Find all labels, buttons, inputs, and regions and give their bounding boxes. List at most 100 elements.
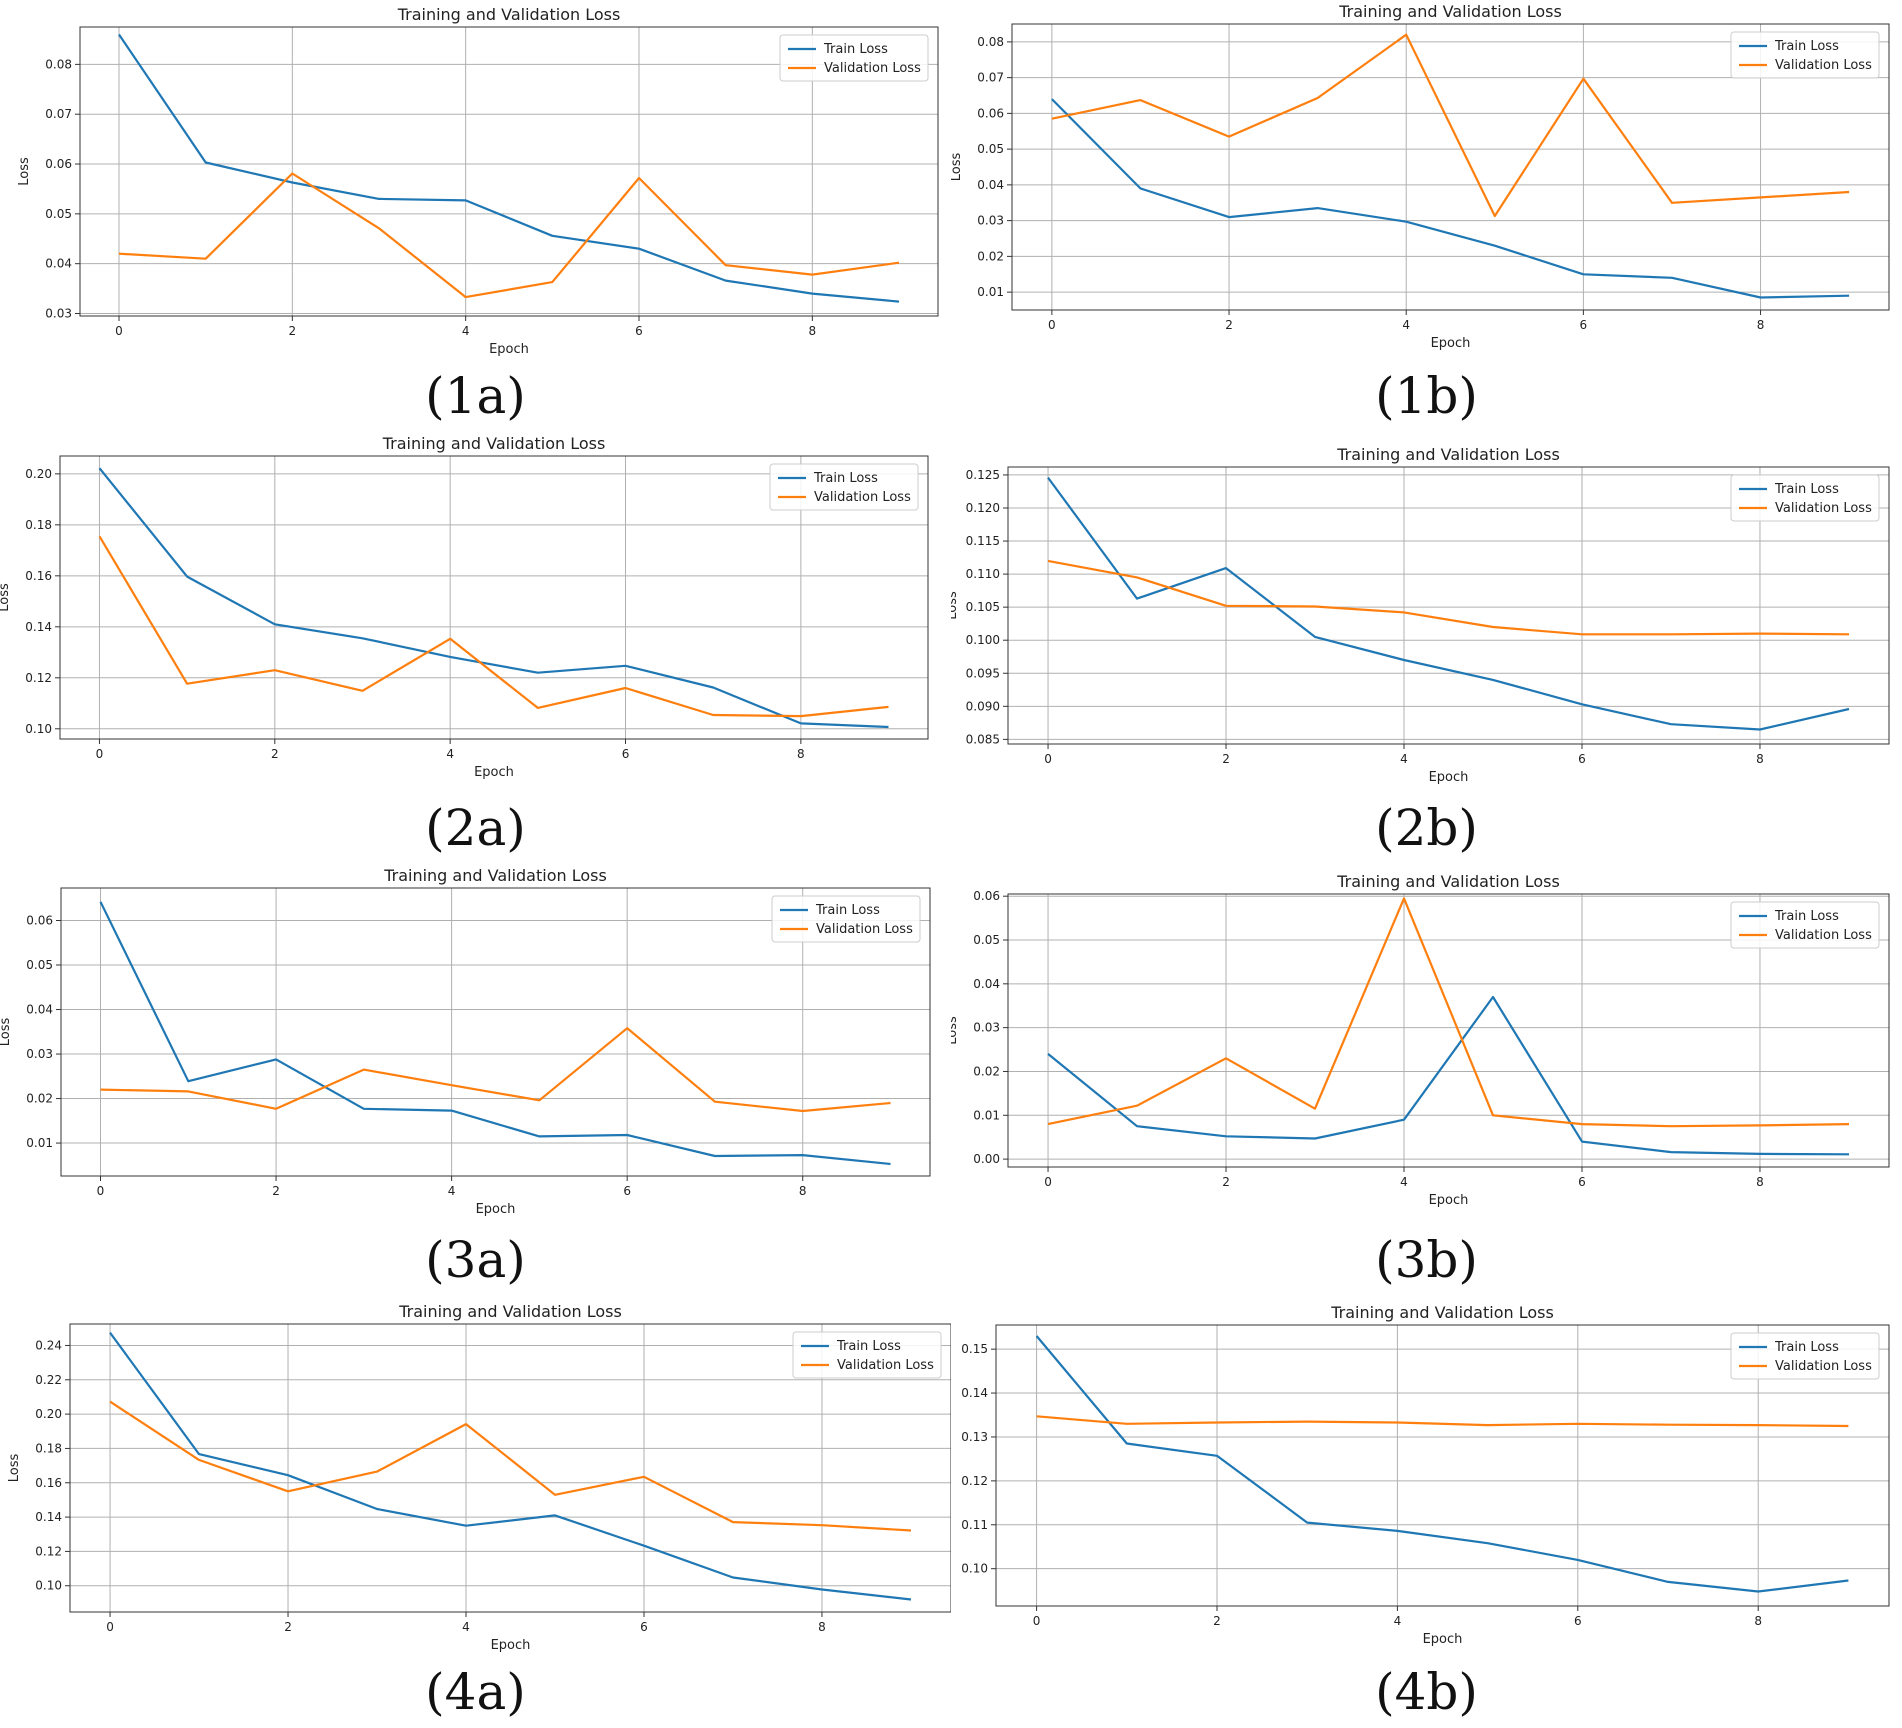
legend-train-label: Train Loss — [836, 1339, 901, 1354]
y-tick-label: 0.14 — [25, 620, 52, 634]
validation-loss-line — [1047, 559, 1850, 636]
legend: Train Loss Validation Loss — [1730, 901, 1880, 949]
plot-frame — [1007, 893, 1890, 1168]
plot-frame — [1007, 466, 1890, 745]
y-tick-label: 0.04 — [45, 257, 72, 271]
chart-panel-2a: 0 2 4 6 8 0.10 0.12 0.14 0.16 0.18 0.20 Training an… — [0, 432, 951, 864]
y-tick-label: 0.08 — [977, 35, 1004, 49]
y-tick-label: 0.10 — [25, 722, 52, 736]
y-tick-label: 0.03 — [973, 1021, 1000, 1035]
y-tick-label: 0.01 — [977, 285, 1004, 299]
x-axis-label: Epoch — [1429, 1193, 1469, 1208]
y-tick-label: 0.07 — [45, 107, 72, 121]
train-loss-line — [118, 33, 900, 303]
y-tick-label: 0.120 — [966, 501, 1000, 515]
y-tick-label: 0.125 — [966, 468, 1000, 482]
x-tick-label: 0 — [1033, 1614, 1041, 1628]
legend-validation-label: Validation Loss — [814, 490, 911, 505]
y-axis-label: Loss — [951, 1016, 960, 1045]
chart-panel-2b: 0 2 4 6 8 0.085 0.090 0.095 0.100 0.105 0.110 0.115… — [951, 432, 1902, 864]
legend: Train Loss Validation Loss — [779, 34, 929, 82]
train-loss-line — [99, 901, 891, 1166]
panel-caption: (3a) — [425, 1231, 526, 1289]
legend-box — [779, 34, 929, 82]
panel-caption: (3b) — [1375, 1231, 1478, 1289]
x-axis-label: Epoch — [489, 342, 529, 357]
y-tick-label: 0.03 — [45, 307, 72, 321]
validation-loss-line — [1051, 33, 1850, 218]
grid-lines — [60, 456, 928, 739]
y-tick-label: 0.04 — [26, 1003, 53, 1017]
chart-3b: 0 2 4 6 8 0.00 0.01 0.02 0.03 0.04 0.05 0.06 Trainin… — [951, 872, 1890, 1208]
x-axis-label: Epoch — [1429, 770, 1469, 785]
x-tick-label: 2 — [272, 1184, 280, 1198]
validation-loss-line — [109, 1400, 912, 1532]
chart-title: Training and Validation Loss — [1338, 2, 1562, 21]
y-tick-label: 0.18 — [25, 518, 52, 532]
y-tick-label: 0.04 — [977, 178, 1004, 192]
chart-panel-4b: 0 2 4 6 8 0.10 0.11 0.12 0.13 0.14 0.15 Training an… — [951, 1296, 1902, 1728]
legend: Train Loss Validation Loss — [792, 1331, 942, 1379]
y-tick-label: 0.04 — [973, 977, 1000, 991]
y-tick-label: 0.05 — [45, 207, 72, 221]
validation-loss-line — [118, 172, 900, 299]
plot-frame — [79, 26, 939, 317]
x-axis-label: Epoch — [1431, 336, 1471, 351]
y-tick-label: 0.05 — [26, 958, 53, 972]
y-tick-label: 0.05 — [973, 933, 1000, 947]
legend: Train Loss Validation Loss — [769, 463, 919, 511]
chart-panel-3a: 0 2 4 6 8 0.01 0.02 0.03 0.04 0.05 0.06 Training an… — [0, 864, 951, 1296]
plot-frame — [995, 1324, 1890, 1607]
chart-panel-4a: 0 2 4 6 8 0.10 0.12 0.14 0.16 0.18 0.20 0.22 0.24 Tra… — [0, 1296, 951, 1728]
x-tick-label: 4 — [446, 747, 454, 761]
y-tick-label: 0.01 — [973, 1108, 1000, 1122]
y-tick-label: 0.02 — [973, 1064, 1000, 1078]
y-tick-label: 0.12 — [35, 1544, 62, 1558]
train-loss-line — [1047, 476, 1850, 731]
chart-panel-1a: 0 2 4 6 8 0.03 0.04 0.05 0.06 0.07 0.08 Training an… — [0, 0, 951, 432]
y-tick-label: 0.15 — [961, 1342, 988, 1356]
legend: Train Loss Validation Loss — [1730, 474, 1880, 522]
y-tick-label: 0.100 — [966, 633, 1000, 647]
validation-loss-line — [1047, 897, 1850, 1128]
y-tick-label: 0.01 — [26, 1136, 53, 1150]
x-tick-label: 0 — [1048, 318, 1056, 332]
plot-frame — [69, 1323, 951, 1613]
chart-4a: 0 2 4 6 8 0.10 0.12 0.14 0.16 0.18 0.20 0.22 0.24 Tra… — [7, 1302, 951, 1653]
y-tick-label: 0.10 — [35, 1579, 62, 1593]
x-tick-label: 6 — [635, 324, 643, 338]
x-tick-label: 8 — [809, 324, 817, 338]
y-tick-label: 0.14 — [35, 1510, 62, 1524]
x-tick-label: 6 — [623, 1184, 631, 1198]
x-tick-label: 8 — [799, 1184, 807, 1198]
chart-title: Training and Validation Loss — [397, 5, 621, 24]
y-tick-label: 0.06 — [26, 913, 53, 927]
x-axis-label: Epoch — [474, 765, 514, 780]
x-tick-label: 4 — [462, 1620, 470, 1634]
x-tick-label: 2 — [289, 324, 297, 338]
panel-caption: (4a) — [425, 1663, 526, 1721]
x-tick-label: 8 — [1757, 318, 1765, 332]
y-tick-label: 0.090 — [966, 699, 1000, 713]
x-tick-label: 6 — [1574, 1614, 1582, 1628]
x-tick-label: 2 — [1213, 1614, 1221, 1628]
x-tick-label: 0 — [106, 1620, 114, 1634]
x-tick-label: 4 — [1400, 1175, 1408, 1189]
y-tick-label: 0.18 — [35, 1441, 62, 1455]
y-tick-label: 0.00 — [973, 1152, 1000, 1166]
legend-box — [1730, 31, 1880, 79]
x-tick-label: 0 — [1044, 1175, 1052, 1189]
chart-panel-3b: 0 2 4 6 8 0.00 0.01 0.02 0.03 0.04 0.05 0.06 Trainin… — [951, 864, 1902, 1296]
legend-train-label: Train Loss — [823, 42, 888, 57]
chart-title: Training and Validation Loss — [1336, 872, 1560, 891]
y-tick-label: 0.16 — [25, 569, 52, 583]
legend-validation-label: Validation Loss — [1775, 58, 1872, 73]
chart-title: Training and Validation Loss — [1330, 1303, 1554, 1322]
y-tick-label: 0.20 — [35, 1407, 62, 1421]
chart-1b: 0 2 4 6 8 0.01 0.02 0.03 0.04 0.05 0.06 0.07 0.08 Tra… — [951, 2, 1890, 351]
legend-train-label: Train Loss — [815, 903, 880, 918]
legend-validation-label: Validation Loss — [1775, 501, 1872, 516]
plot-frame — [59, 455, 929, 740]
chart-title: Training and Validation Loss — [382, 434, 606, 453]
legend: Train Loss Validation Loss — [771, 895, 921, 943]
